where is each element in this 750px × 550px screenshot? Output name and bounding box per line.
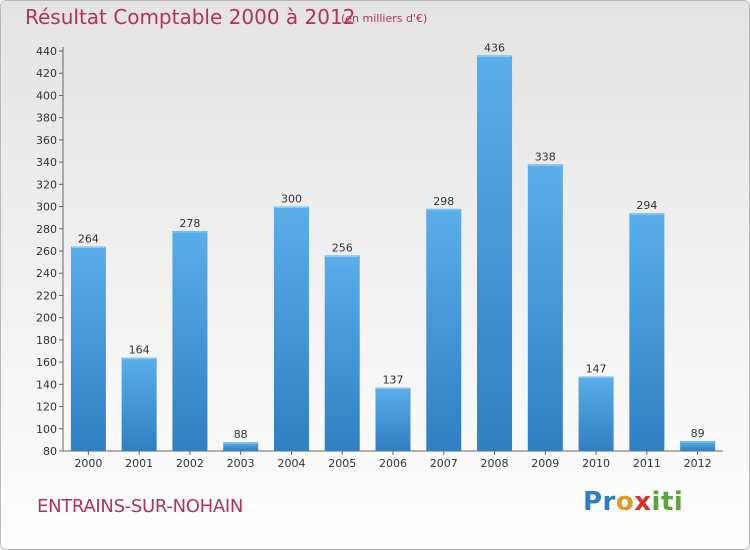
bar-2002 <box>172 231 208 451</box>
y-tick-label: 120 <box>36 401 57 414</box>
proxiti-logo: Proxiti <box>583 487 683 517</box>
data-label-2011: 294 <box>636 199 657 212</box>
data-label-2008: 436 <box>484 41 505 54</box>
bar-2005 <box>324 255 360 451</box>
bar-2008 <box>477 55 513 451</box>
x-tick-label: 2007 <box>430 457 458 470</box>
y-tick-label: 300 <box>36 201 57 214</box>
data-label-2010: 147 <box>586 363 607 376</box>
data-label-2000: 264 <box>78 233 99 246</box>
logo-part-2: o <box>615 487 635 517</box>
y-tick-label: 440 <box>36 45 57 58</box>
logo-part-3: x <box>634 487 652 517</box>
y-tick-label: 320 <box>36 178 57 191</box>
bar-2006 <box>375 387 411 451</box>
bar-2010 <box>578 376 614 451</box>
data-label-2009: 338 <box>535 150 556 163</box>
logo-part-1: Pr <box>583 487 616 517</box>
bar-2003 <box>223 442 259 451</box>
x-tick-label: 2003 <box>227 457 255 470</box>
x-tick-label: 2010 <box>582 457 610 470</box>
bar-2012 <box>680 441 716 451</box>
x-tick-label: 2002 <box>176 457 204 470</box>
y-tick-label: 280 <box>36 223 57 236</box>
y-tick-label: 220 <box>36 289 57 302</box>
x-tick-label: 2009 <box>531 457 559 470</box>
chart-title: Résultat Comptable 2000 à 2012 <box>25 5 356 29</box>
x-tick-label: 2001 <box>125 457 153 470</box>
bar-2001 <box>121 357 157 451</box>
y-tick-label: 380 <box>36 112 57 125</box>
y-tick-label: 200 <box>36 312 57 325</box>
data-label-2003: 88 <box>234 428 248 441</box>
bar-2004 <box>273 206 309 451</box>
data-label-2012: 89 <box>691 427 705 440</box>
data-label-2001: 164 <box>129 344 150 357</box>
bar-2011 <box>629 213 665 451</box>
y-tick-label: 400 <box>36 89 57 102</box>
x-tick-label: 2006 <box>379 457 407 470</box>
data-label-2006: 137 <box>383 374 404 387</box>
x-tick-label: 2008 <box>481 457 509 470</box>
y-tick-label: 180 <box>36 334 57 347</box>
y-tick-label: 260 <box>36 245 57 258</box>
x-tick-label: 2005 <box>328 457 356 470</box>
bar-2007 <box>426 208 462 451</box>
x-tick-label: 2000 <box>74 457 102 470</box>
data-label-2004: 300 <box>281 193 302 206</box>
bar-2009 <box>527 164 563 452</box>
bar-2000 <box>70 246 106 451</box>
y-tick-label: 160 <box>36 356 57 369</box>
chart-subtitle: (en milliers d'€) <box>341 12 428 25</box>
x-tick-label: 2004 <box>277 457 305 470</box>
data-label-2007: 298 <box>433 195 454 208</box>
y-tick-label: 420 <box>36 67 57 80</box>
y-tick-label: 80 <box>43 445 57 458</box>
x-tick-label: 2012 <box>684 457 712 470</box>
y-tick-label: 340 <box>36 156 57 169</box>
y-tick-label: 240 <box>36 267 57 280</box>
commune-name: ENTRAINS-SUR-NOHAIN <box>37 496 244 517</box>
y-tick-label: 360 <box>36 134 57 147</box>
data-label-2005: 256 <box>332 241 353 254</box>
y-tick-label: 100 <box>36 423 57 436</box>
x-tick-label: 2011 <box>633 457 661 470</box>
data-label-2002: 278 <box>179 217 200 230</box>
logo-part-4: iti <box>651 487 684 517</box>
y-tick-label: 140 <box>36 378 57 391</box>
